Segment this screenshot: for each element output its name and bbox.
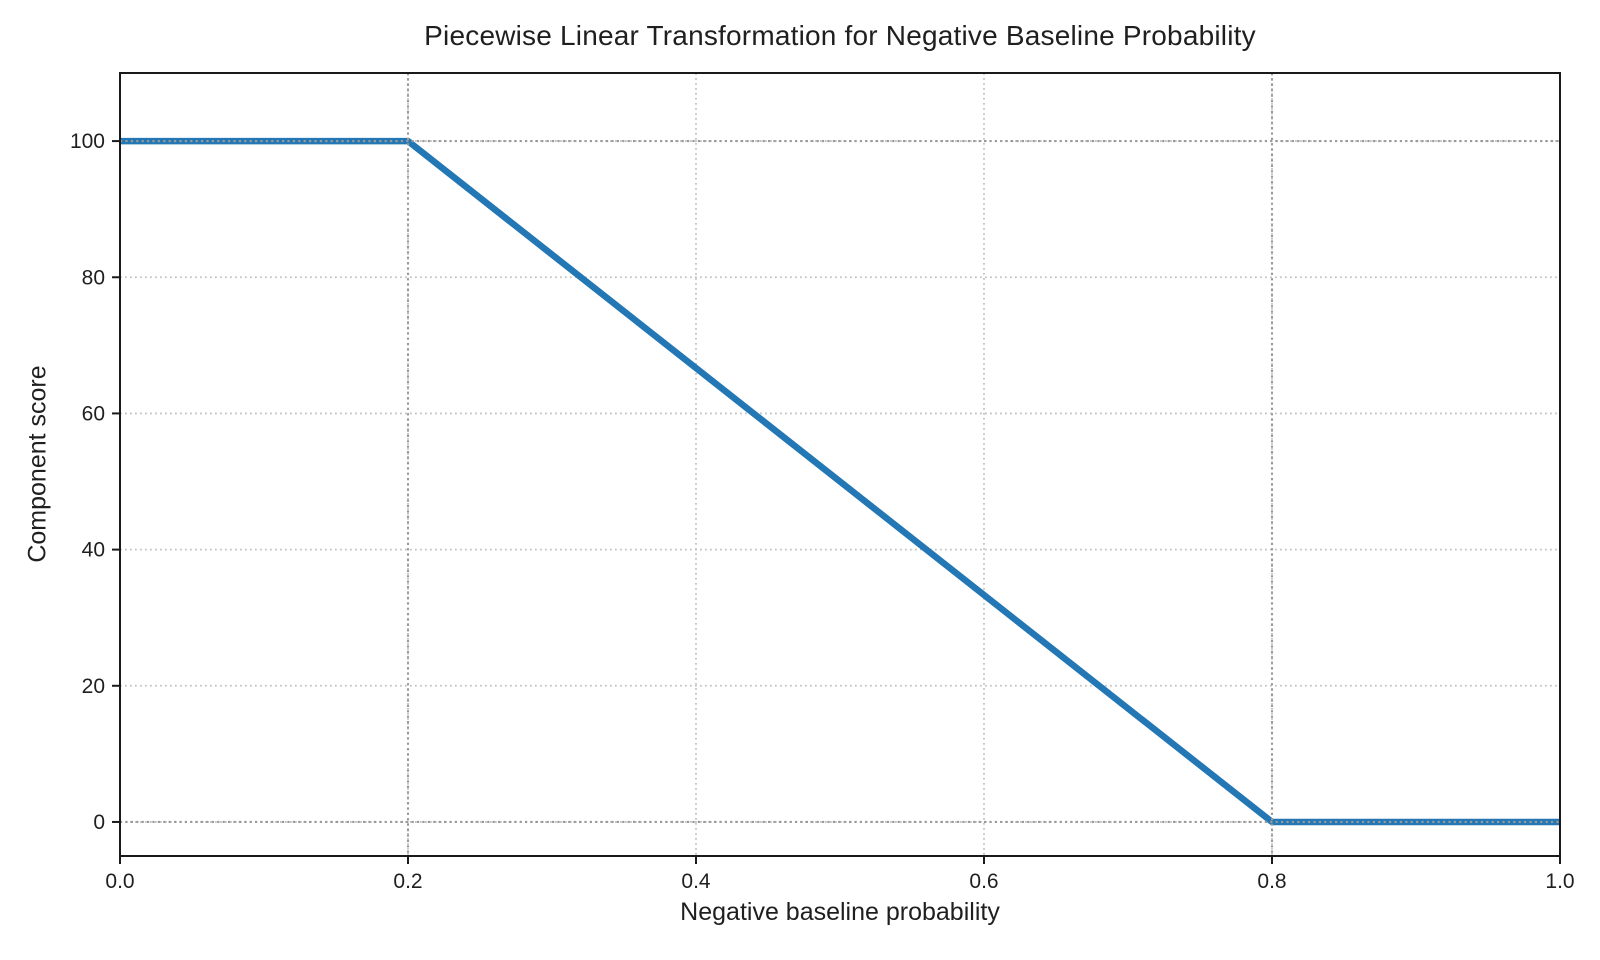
data-line [120, 137, 1560, 826]
y-tick-label: 80 [82, 266, 105, 289]
y-tick-label: 0 [93, 811, 105, 834]
x-axis-label: Negative baseline probability [680, 898, 1000, 926]
y-axis-label: Component score [23, 365, 52, 563]
x-tick-label: 0.8 [1257, 870, 1286, 893]
x-tick-label: 0.4 [681, 870, 711, 893]
x-tick-label: 1.0 [1545, 870, 1574, 893]
x-tick-label: 0.6 [969, 870, 998, 893]
y-tick-label: 60 [82, 402, 105, 425]
plot-border [119, 72, 1561, 857]
y-tick-label: 100 [70, 130, 105, 153]
y-tick-label: 40 [82, 539, 105, 562]
x-tick-label: 0.2 [393, 870, 422, 893]
y-tick-label: 20 [82, 675, 105, 698]
x-tick-label: 0.0 [105, 870, 134, 893]
chart-title: Piecewise Linear Transformation for Nega… [424, 20, 1256, 51]
